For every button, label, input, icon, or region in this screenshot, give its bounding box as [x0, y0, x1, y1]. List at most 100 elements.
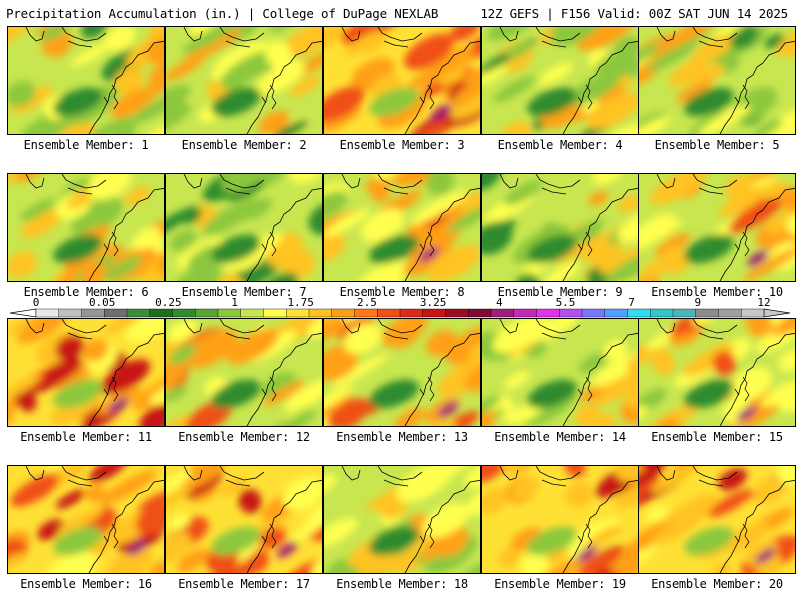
ensemble-member-label: Ensemble Member: 20 [651, 577, 783, 591]
ensemble-panel: Ensemble Member: 19 [481, 465, 639, 599]
ensemble-panel: Ensemble Member: 15 [638, 318, 796, 452]
ensemble-member-label: Ensemble Member: 10 [651, 285, 783, 299]
colorbar-min-arrow [9, 308, 37, 318]
ensemble-panel: Ensemble Member: 7 [165, 173, 323, 307]
colorbar-swatch [559, 308, 583, 318]
colorbar-swatch [81, 308, 105, 318]
ensemble-member-label: Ensemble Member: 17 [178, 577, 310, 591]
colorbar-swatch [104, 308, 128, 318]
ensemble-member-label: Ensemble Member: 5 [654, 138, 780, 152]
colorbar-tick-label: 9 [694, 296, 701, 309]
colorbar-swatch [695, 308, 719, 318]
ensemble-member-label: Ensemble Member: 4 [497, 138, 623, 152]
colorbar-swatch [354, 308, 378, 318]
precipitation-map [165, 318, 323, 427]
colorbar-tick-label: 7 [628, 296, 635, 309]
colorbar-tick-label: 1.75 [287, 296, 314, 309]
ensemble-member-label: Ensemble Member: 12 [178, 430, 310, 444]
ensemble-member-label: Ensemble Member: 7 [181, 285, 307, 299]
ensemble-panel: Ensemble Member: 5 [638, 26, 796, 160]
ensemble-member-label: Ensemble Member: 15 [651, 430, 783, 444]
ensemble-panel: Ensemble Member: 11 [7, 318, 165, 452]
colorbar-max-arrow [763, 308, 791, 318]
precipitation-map [638, 318, 796, 427]
ensemble-member-label: Ensemble Member: 9 [497, 285, 623, 299]
precipitation-map [7, 465, 165, 574]
ensemble-panel: Ensemble Member: 9 [481, 173, 639, 307]
colorbar-swatch [718, 308, 742, 318]
precipitation-map [481, 173, 639, 282]
ensemble-member-label: Ensemble Member: 8 [339, 285, 465, 299]
precipitation-map [323, 173, 481, 282]
ensemble-member-label: Ensemble Member: 2 [181, 138, 307, 152]
ensemble-panel: Ensemble Member: 4 [481, 26, 639, 160]
colorbar-swatch [263, 308, 287, 318]
colorbar-swatch [468, 308, 492, 318]
precipitation-map [481, 465, 639, 574]
colorbar-swatch [399, 308, 424, 318]
precipitation-map [481, 318, 639, 427]
precipitation-map [7, 318, 165, 427]
ensemble-member-label: Ensemble Member: 13 [336, 430, 468, 444]
ensemble-panel: Ensemble Member: 1 [7, 26, 165, 160]
colorbar-swatch [445, 308, 469, 318]
colorbar-swatch [286, 308, 310, 318]
ensemble-member-label: Ensemble Member: 19 [494, 577, 626, 591]
colorbar-tick-label: 4 [496, 296, 503, 309]
precipitation-map [165, 173, 323, 282]
colorbar-swatch [581, 308, 606, 318]
ensemble-panel: Ensemble Member: 6 [7, 173, 165, 307]
chart-title: Precipitation Accumulation (in.) | Colle… [6, 6, 439, 21]
colorbar-swatch [308, 308, 333, 318]
colorbar-tick-label: 3.25 [420, 296, 447, 309]
colorbar-tick-label: 12 [757, 296, 770, 309]
colorbar-tick-label: 1 [231, 296, 238, 309]
ensemble-member-label: Ensemble Member: 16 [20, 577, 152, 591]
ensemble-panel: Ensemble Member: 3 [323, 26, 481, 160]
precipitation-map [7, 173, 165, 282]
colorbar-swatch [35, 308, 60, 318]
colorbar-swatch [58, 308, 82, 318]
colorbar-tick-label: 5.5 [556, 296, 576, 309]
ensemble-panel: Ensemble Member: 17 [165, 465, 323, 599]
precipitation-colorbar: 0 0.05 0.25 1 1.75 2.5 3.25 4 5.5 7 9 12 [9, 296, 791, 318]
ensemble-member-label: Ensemble Member: 18 [336, 577, 468, 591]
ensemble-member-label: Ensemble Member: 14 [494, 430, 626, 444]
colorbar-swatch [422, 308, 446, 318]
ensemble-panel: Ensemble Member: 2 [165, 26, 323, 160]
ensemble-member-label: Ensemble Member: 6 [23, 285, 149, 299]
precipitation-map [165, 465, 323, 574]
colorbar-swatch [650, 308, 674, 318]
ensemble-panel: Ensemble Member: 8 [323, 173, 481, 307]
precipitation-map [638, 173, 796, 282]
ensemble-member-label: Ensemble Member: 1 [23, 138, 149, 152]
precipitation-map [638, 465, 796, 574]
ensemble-panel: Ensemble Member: 12 [165, 318, 323, 452]
precipitation-map [323, 26, 481, 135]
colorbar-swatch [172, 308, 196, 318]
ensemble-panel: Ensemble Member: 13 [323, 318, 481, 452]
ensemble-member-label: Ensemble Member: 3 [339, 138, 465, 152]
precipitation-map [323, 465, 481, 574]
colorbar-swatch [217, 308, 242, 318]
colorbar-swatch [149, 308, 173, 318]
colorbar-swatch [331, 308, 355, 318]
colorbar-tick-label: 0.25 [155, 296, 182, 309]
colorbar-swatch [126, 308, 151, 318]
ensemble-panel: Ensemble Member: 14 [481, 318, 639, 452]
colorbar-swatch [672, 308, 697, 318]
colorbar-swatch [513, 308, 537, 318]
precipitation-map [481, 26, 639, 135]
ensemble-panel: Ensemble Member: 10 [638, 173, 796, 307]
ensemble-member-label: Ensemble Member: 11 [20, 430, 152, 444]
colorbar-tick-label: 0.05 [89, 296, 116, 309]
ensemble-panel: Ensemble Member: 20 [638, 465, 796, 599]
colorbar-swatch [195, 308, 219, 318]
model-run-info: 12Z GEFS | F156 Valid: 00Z SAT JUN 14 20… [480, 6, 788, 21]
colorbar-tick-label: 2.5 [357, 296, 377, 309]
precipitation-map [165, 26, 323, 135]
precipitation-map [7, 26, 165, 135]
colorbar-tick-label: 0 [33, 296, 40, 309]
colorbar-swatch [240, 308, 264, 318]
precipitation-map [638, 26, 796, 135]
